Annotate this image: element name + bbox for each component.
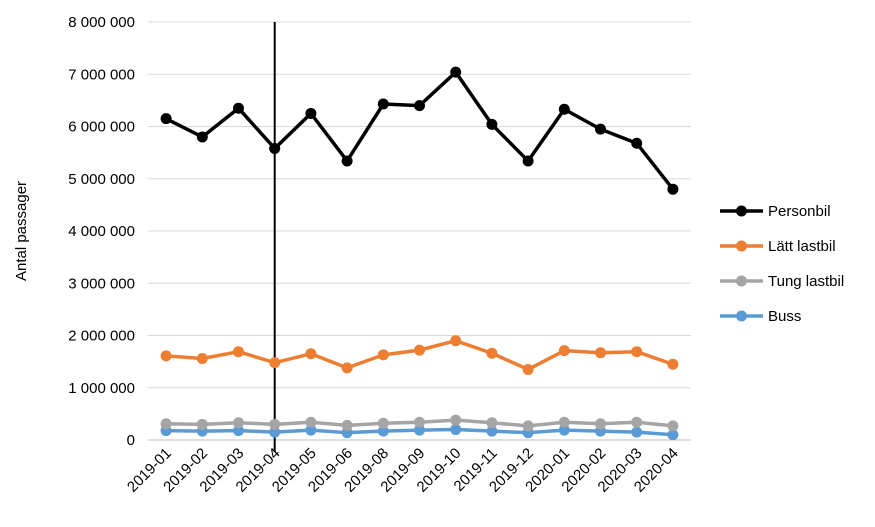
data-point <box>667 358 679 370</box>
data-point <box>377 349 389 361</box>
data-point <box>486 425 498 437</box>
gridlines <box>148 21 691 441</box>
data-point <box>414 344 425 356</box>
data-point <box>305 348 317 360</box>
data-point <box>631 346 643 358</box>
data-point <box>196 131 208 143</box>
data-point <box>631 416 643 428</box>
series-personbil <box>160 66 679 195</box>
legend-swatch-marker <box>736 275 747 287</box>
data-point <box>486 417 498 429</box>
data-point <box>595 418 606 430</box>
y-tick-label: 4 000 000 <box>68 223 135 240</box>
data-point <box>269 357 281 369</box>
data-point <box>414 100 425 112</box>
data-point <box>269 426 281 438</box>
legend-item: Tung lastbil <box>720 273 844 290</box>
legend-label: Buss <box>768 308 801 325</box>
data-point <box>341 419 353 431</box>
legend-item: Lätt lastbil <box>720 238 836 255</box>
data-point <box>631 426 643 438</box>
legend-label: Lätt lastbil <box>768 238 836 255</box>
data-point <box>558 416 570 428</box>
data-point <box>522 420 534 432</box>
legend-swatch-marker <box>736 310 747 322</box>
data-point <box>233 346 244 358</box>
data-point <box>233 102 244 114</box>
y-tick-label: 2 000 000 <box>68 328 135 345</box>
data-point <box>305 424 317 436</box>
data-point <box>414 424 425 436</box>
y-tick-label: 0 <box>127 432 135 449</box>
data-point <box>595 123 606 135</box>
series-group <box>160 66 679 441</box>
data-point <box>522 155 534 167</box>
legend-label: Personbil <box>768 203 831 220</box>
y-tick-label: 3 000 000 <box>68 275 135 292</box>
data-point <box>450 66 462 78</box>
x-axis: 2019-012019-022019-032019-042019-052019-… <box>124 445 682 496</box>
data-point <box>450 424 462 436</box>
y-tick-label: 7 000 000 <box>68 66 135 83</box>
legend-swatch-marker <box>736 205 747 217</box>
y-tick-label: 5 000 000 <box>68 171 135 188</box>
legend-item: Buss <box>720 308 801 325</box>
legend-swatch-marker <box>736 240 747 252</box>
data-point <box>522 363 534 375</box>
data-point <box>377 425 389 437</box>
data-point <box>558 345 570 357</box>
data-point <box>450 335 462 347</box>
data-point <box>377 98 389 110</box>
data-point <box>233 417 244 429</box>
data-point <box>341 155 353 167</box>
data-point <box>486 118 498 130</box>
data-point <box>160 418 172 430</box>
legend-item: Personbil <box>720 203 831 220</box>
data-point <box>160 113 172 125</box>
y-axis: 0 1 000 000 2 000 000 3 000 000 4 000 000 5 0… <box>68 14 135 449</box>
data-point <box>595 347 606 359</box>
data-point <box>558 103 570 115</box>
data-point <box>450 414 462 426</box>
data-point <box>269 142 281 154</box>
y-axis-title: Antal passager <box>13 181 30 281</box>
data-point <box>558 424 570 436</box>
y-tick-label: 8 000 000 <box>68 14 135 31</box>
series-lätt-lastbil <box>160 335 679 375</box>
data-point <box>377 417 389 429</box>
data-point <box>667 183 679 195</box>
data-point <box>486 347 498 359</box>
data-point <box>269 418 281 430</box>
series-tung-lastbil <box>160 414 679 432</box>
y-tick-label: 1 000 000 <box>68 380 135 397</box>
data-point <box>667 420 679 432</box>
data-point <box>305 416 317 428</box>
legend: Personbil Lätt lastbil Tung lastbil Buss <box>720 203 844 325</box>
y-tick-label: 6 000 000 <box>68 119 135 136</box>
data-point <box>196 352 208 364</box>
data-point <box>414 416 425 428</box>
data-point <box>631 137 643 149</box>
data-point <box>160 350 172 362</box>
data-point <box>341 362 353 374</box>
data-point <box>233 425 244 437</box>
legend-label: Tung lastbil <box>768 273 844 290</box>
data-point <box>196 418 208 430</box>
data-point <box>667 429 679 441</box>
data-point <box>305 107 317 119</box>
